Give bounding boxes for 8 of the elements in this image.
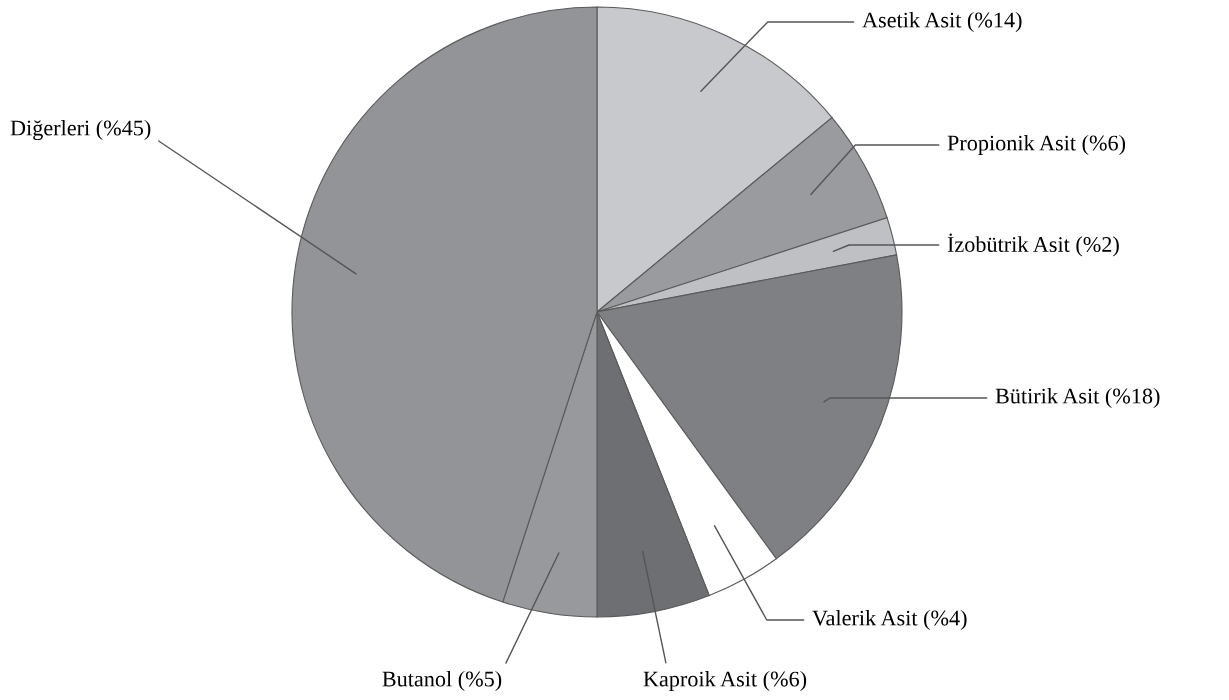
slice-label: Propionik Asit (%6) (947, 134, 1126, 156)
slice-label: Butanol (%5) (382, 670, 502, 692)
slice-label: Bütirik Asit (%18) (995, 387, 1160, 409)
slice-label: Diğerleri (%45) (10, 119, 151, 141)
slice-label: Kaproik Asit (%6) (643, 670, 807, 692)
slice-label: Valerik Asit (%4) (812, 609, 967, 631)
slice-label: Asetik Asit (%14) (862, 11, 1022, 33)
slice-label: İzobütrik Asit (%2) (947, 233, 1119, 257)
